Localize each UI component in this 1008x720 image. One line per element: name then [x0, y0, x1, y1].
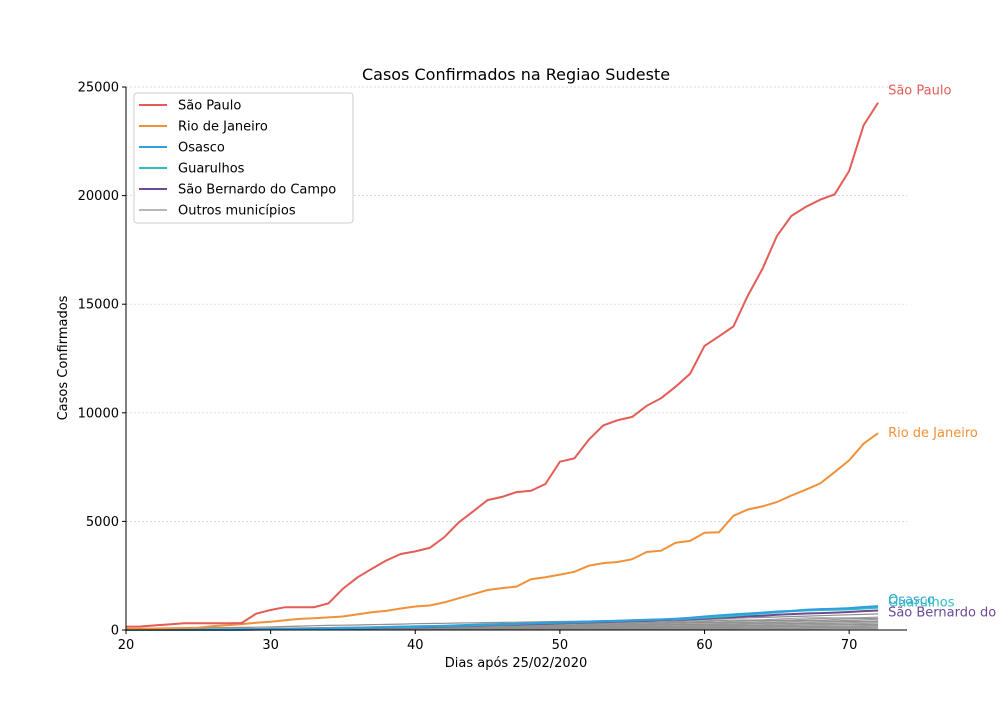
- legend-label: Outros municípios: [178, 204, 296, 219]
- legend-label: Rio de Janeiro: [178, 120, 268, 135]
- legend-label: São Paulo: [178, 99, 241, 114]
- y-tick-label: 20000: [78, 189, 119, 204]
- end-labels: São Paulo Rio de Janeiro OsascoGuarulhosSã…: [888, 84, 996, 621]
- legend-label: Osasco: [178, 141, 225, 156]
- x-tick-label: 60: [696, 638, 713, 653]
- x-tick-label: 30: [262, 638, 279, 653]
- end-label-1: Rio de Janeiro: [888, 426, 978, 441]
- end-label-0: São Paulo: [888, 84, 951, 99]
- x-axis-label: Dias após 25/02/2020: [445, 656, 588, 671]
- x-tick-label: 70: [841, 638, 858, 653]
- legend-box: [133, 92, 354, 224]
- axes: 0 5000 10000 15000 20000 25000 20 30 40 50 60 70: [78, 81, 907, 653]
- end-label-3: Guarulhos: [888, 596, 955, 611]
- y-axis-label: Casos Confirmados: [56, 295, 71, 420]
- x-tick-label: 20: [118, 638, 135, 653]
- y-tick-label: 0: [111, 624, 119, 639]
- legend-label: São Bernardo do Campo: [178, 183, 336, 198]
- x-tick-label: 50: [552, 638, 569, 653]
- chart-title: Casos Confirmados na Regiao Sudeste: [362, 65, 670, 84]
- legend: São Paulo Rio de Janeiro Osasco Guarulhos Sã…: [133, 92, 354, 224]
- series-line-0: [125, 102, 879, 628]
- x-tick-label: 40: [407, 638, 424, 653]
- series-line-1: [125, 432, 879, 630]
- end-label-2: Osasco: [888, 593, 935, 608]
- y-tick-label: 10000: [78, 406, 119, 421]
- y-tick-label: 5000: [86, 515, 119, 530]
- y-tick-label: 25000: [78, 81, 119, 96]
- legend-label: Guarulhos: [178, 162, 245, 177]
- series-line-5: [125, 613, 879, 630]
- y-tick-label: 15000: [78, 298, 119, 313]
- end-label-4: São Bernardo do: [888, 605, 996, 620]
